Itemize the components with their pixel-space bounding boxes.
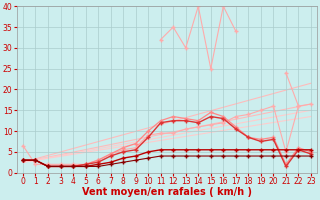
X-axis label: Vent moyen/en rafales ( km/h ): Vent moyen/en rafales ( km/h ): [82, 187, 252, 197]
